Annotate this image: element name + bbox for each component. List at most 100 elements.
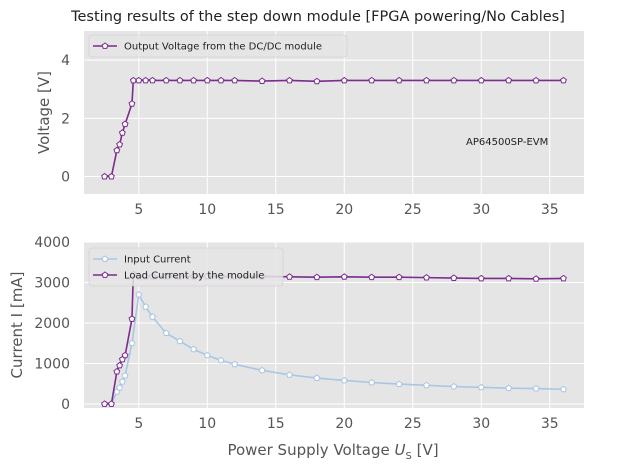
data-point: [477, 76, 485, 84]
x-tick-label: 25: [404, 202, 422, 218]
x-tick-label: 25: [404, 416, 422, 432]
y-tick-label: 3000: [34, 275, 70, 291]
x-axis-label-symbol: U: [394, 441, 405, 459]
voltage-legend: Output Voltage from the DC/DC module: [88, 34, 348, 58]
data-point: [142, 303, 150, 310]
data-point: [258, 366, 266, 374]
data-point: [477, 383, 485, 391]
data-point: [217, 356, 225, 364]
x-tick-label: 20: [335, 202, 353, 218]
data-point: [313, 273, 321, 281]
data-point: [532, 275, 540, 282]
data-point: [450, 76, 458, 84]
data-point: [505, 274, 513, 282]
data-point: [368, 378, 376, 386]
data-point: [395, 273, 403, 281]
data-point: [313, 77, 321, 85]
legend-box: [88, 247, 284, 287]
board-annotation: AP64500SP-EVM: [466, 137, 548, 148]
x-tick-label: 10: [198, 202, 216, 218]
data-point: [532, 76, 540, 84]
legend-entry: Input Current: [93, 255, 191, 266]
data-point: [395, 76, 403, 84]
current-y-axis-label: Current I [mA]: [8, 272, 26, 379]
data-point: [176, 337, 184, 345]
data-point: [313, 374, 321, 381]
x-tick-label: 30: [472, 202, 490, 218]
voltage-series: [101, 76, 567, 180]
data-point: [450, 382, 458, 390]
data-point: [450, 274, 458, 281]
data-point: [128, 339, 136, 347]
data-point: [286, 76, 293, 84]
data-point: [149, 313, 156, 320]
data-point: [113, 367, 121, 375]
figure-title: Testing results of the step down module …: [70, 9, 565, 25]
current-tick-labels: 5 10 15 20 25 30 35 0 1000 2000 3000 4000: [34, 235, 558, 432]
data-point: [368, 273, 376, 281]
x-axis-label-unit: [V]: [412, 441, 439, 459]
x-axis-label-main: Power Supply Voltage: [227, 441, 394, 459]
legend-label: Input Current: [124, 255, 191, 266]
data-point: [505, 384, 513, 392]
data-point: [395, 380, 403, 388]
data-point: [162, 76, 170, 84]
data-point: [149, 76, 156, 84]
data-point: [107, 172, 115, 180]
y-tick-label: 4: [61, 53, 70, 69]
data-point: [258, 77, 266, 84]
data-point: [190, 345, 198, 353]
data-point: [203, 76, 211, 84]
data-point: [231, 76, 239, 84]
x-tick-label: 20: [335, 416, 353, 432]
data-point: [423, 381, 430, 389]
voltage-y-axis-label: Voltage [V]: [35, 71, 53, 154]
y-tick-label: 4000: [34, 235, 70, 251]
data-point: [560, 385, 567, 393]
data-point: [560, 274, 567, 282]
data-point: [505, 76, 513, 84]
x-tick-label: 35: [541, 416, 559, 432]
voltage-panel: 5 10 15 20 25 30 35 0 2 4 Voltage [V] AP64500SP-E…: [35, 31, 584, 218]
data-point: [128, 100, 136, 107]
x-tick-label: 15: [267, 202, 285, 218]
data-point: [121, 351, 129, 359]
data-point: [217, 76, 225, 84]
data-point: [340, 76, 348, 84]
data-point: [101, 400, 108, 407]
data-point: [121, 371, 129, 379]
voltage-grid: [84, 31, 584, 194]
legend-box: [88, 34, 348, 58]
data-point: [118, 129, 126, 136]
data-point: [286, 273, 293, 280]
legend-label: Output Voltage from the DC/DC module: [124, 42, 322, 53]
x-tick-label: 15: [267, 416, 285, 432]
data-point: [176, 76, 184, 84]
data-point: [107, 400, 115, 407]
x-axis-label-subscript: S: [405, 451, 411, 462]
data-point: [340, 376, 348, 384]
x-tick-label: 5: [134, 416, 143, 432]
data-point: [113, 146, 121, 154]
x-tick-label: 35: [541, 202, 559, 218]
data-point: [142, 76, 150, 84]
y-tick-label: 0: [61, 170, 70, 186]
y-tick-label: 2: [61, 111, 70, 127]
data-point: [368, 76, 376, 84]
data-point: [423, 274, 430, 281]
series-line: [104, 293, 564, 405]
data-point: [477, 274, 485, 282]
x-tick-label: 10: [198, 416, 216, 432]
data-point: [135, 291, 143, 298]
legend-label: Load Current by the module: [124, 271, 264, 282]
data-point: [340, 273, 348, 280]
voltage-plot-area: [84, 31, 584, 194]
data-point: [101, 172, 108, 180]
data-point: [203, 351, 211, 359]
data-point: [135, 76, 143, 84]
data-point: [560, 76, 567, 84]
y-tick-label: 0: [61, 397, 70, 413]
y-tick-label: 1000: [34, 356, 70, 372]
series-input-current: [101, 291, 567, 407]
legend-marker: [101, 255, 109, 262]
